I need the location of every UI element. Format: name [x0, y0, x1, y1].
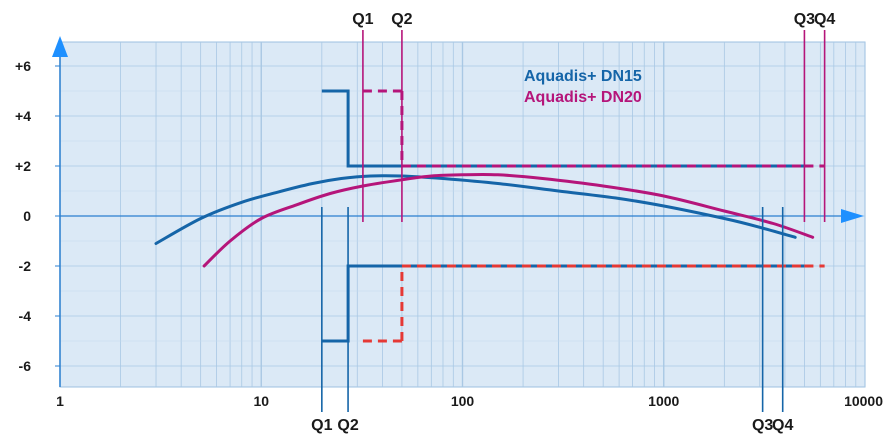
y-tick-label: -2	[19, 258, 32, 274]
x-tick-label: 10	[253, 393, 269, 409]
tick-labels: +6 +4 +2 0 -2 -4 -6 1 10 100 1000 10000	[15, 58, 883, 409]
series-lines	[154, 172, 815, 268]
x-tick-label: 100	[451, 393, 475, 409]
y-tick-label: -4	[19, 308, 32, 324]
x-tick-label: 1000	[648, 393, 679, 409]
dn20-accuracy-curve	[202, 172, 815, 268]
legend-entry: Aquadis+ DN15	[524, 68, 642, 85]
x-tick-label: 1	[56, 393, 64, 409]
flow-marker-label-bottom: Q1	[311, 417, 332, 434]
y-tick-label: -6	[19, 358, 32, 374]
y-tick-label: +2	[15, 158, 31, 174]
legend-entry: Aquadis+ DN20	[524, 89, 642, 106]
y-tick-label: 0	[23, 208, 31, 224]
x-tick-label: 10000	[844, 393, 883, 409]
legend: Aquadis+ DN15 Aquadis+ DN20	[524, 68, 642, 106]
flow-marker-label-top: Q3	[794, 11, 815, 28]
y-tick-label: +4	[15, 108, 31, 124]
flow-marker-label-top: Q4	[814, 11, 835, 28]
flow-marker-label-top: Q2	[391, 11, 412, 28]
flow-marker-label-bottom: Q3	[752, 417, 773, 434]
y-tick-label: +6	[15, 58, 31, 74]
dn15-limit-upper	[321, 89, 805, 168]
flow-marker-label-top: Q1	[352, 11, 373, 28]
y-axis-arrow-icon	[52, 36, 68, 57]
flow-marker-label-bottom: Q4	[772, 417, 793, 434]
x-axis-arrow-icon	[841, 209, 864, 223]
flow-marker-label-bottom: Q2	[337, 417, 358, 434]
